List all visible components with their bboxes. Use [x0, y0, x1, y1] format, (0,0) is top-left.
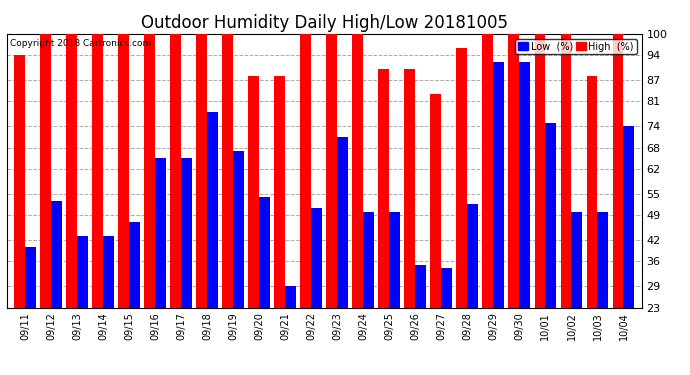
- Bar: [467, 204, 478, 308]
- Bar: [51, 201, 62, 308]
- Bar: [129, 222, 140, 308]
- Bar: [560, 34, 571, 308]
- Bar: [586, 76, 598, 308]
- Bar: [285, 286, 296, 308]
- Bar: [311, 208, 322, 308]
- Bar: [442, 268, 453, 308]
- Bar: [118, 34, 129, 308]
- Bar: [170, 34, 181, 308]
- Bar: [457, 48, 467, 308]
- Text: Copyright 2018 Cartronics.com: Copyright 2018 Cartronics.com: [10, 39, 151, 48]
- Bar: [378, 69, 389, 308]
- Bar: [520, 62, 531, 308]
- Bar: [482, 34, 493, 308]
- Bar: [571, 211, 582, 308]
- Bar: [248, 76, 259, 308]
- Bar: [92, 34, 104, 308]
- Bar: [259, 197, 270, 308]
- Bar: [509, 34, 520, 308]
- Bar: [181, 158, 192, 308]
- Bar: [353, 34, 364, 308]
- Bar: [275, 76, 285, 308]
- Bar: [598, 211, 609, 308]
- Bar: [104, 236, 114, 308]
- Bar: [431, 94, 442, 308]
- Title: Outdoor Humidity Daily High/Low 20181005: Outdoor Humidity Daily High/Low 20181005: [141, 14, 508, 32]
- Bar: [493, 62, 504, 308]
- Bar: [364, 211, 374, 308]
- Bar: [196, 34, 207, 308]
- Bar: [415, 265, 426, 308]
- Bar: [144, 34, 155, 308]
- Bar: [233, 151, 244, 308]
- Bar: [613, 34, 624, 308]
- Bar: [545, 123, 556, 308]
- Bar: [535, 34, 545, 308]
- Bar: [300, 34, 311, 308]
- Bar: [207, 112, 218, 308]
- Bar: [66, 34, 77, 308]
- Bar: [389, 211, 400, 308]
- Bar: [404, 69, 415, 308]
- Bar: [337, 137, 348, 308]
- Legend: Low  (%), High  (%): Low (%), High (%): [515, 39, 637, 54]
- Bar: [222, 34, 233, 308]
- Bar: [624, 126, 634, 308]
- Bar: [25, 247, 36, 308]
- Bar: [155, 158, 166, 308]
- Bar: [77, 236, 88, 308]
- Bar: [40, 34, 51, 308]
- Bar: [326, 34, 337, 308]
- Bar: [14, 55, 25, 308]
